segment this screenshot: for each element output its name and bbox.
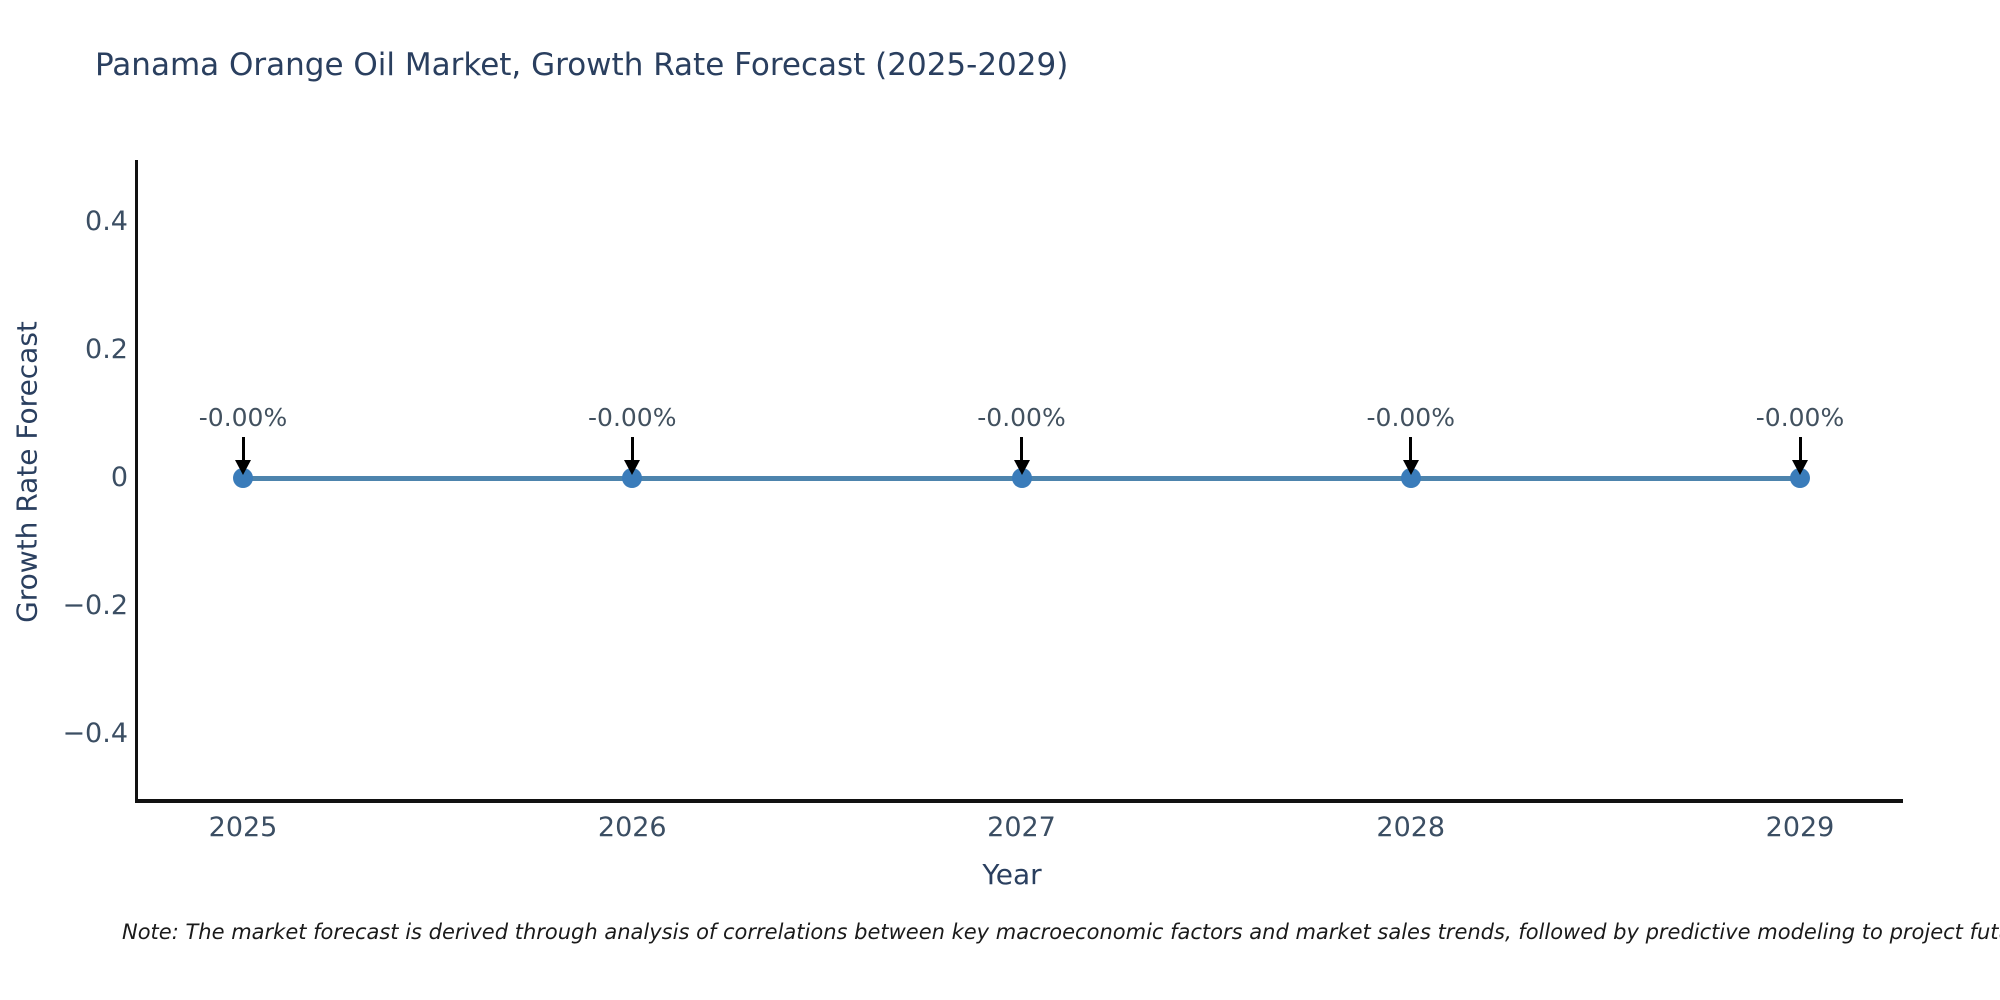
x-axis-line xyxy=(135,799,1903,803)
data-point-annotation: -0.00% xyxy=(1366,403,1455,432)
data-point-annotation: -0.00% xyxy=(977,403,1066,432)
annotation-arrow-head xyxy=(624,460,641,475)
x-tick-label: 2027 xyxy=(987,812,1056,843)
annotation-arrow-stem xyxy=(630,437,634,460)
annotation-arrow-head xyxy=(1402,460,1419,475)
data-point-annotation: -0.00% xyxy=(588,403,677,432)
y-tick-label: −0.4 xyxy=(62,718,128,749)
data-point-annotation: -0.00% xyxy=(198,403,288,432)
y-tick-label: 0.2 xyxy=(85,334,128,365)
y-tick-label: −0.2 xyxy=(62,590,128,621)
annotation-arrow-stem xyxy=(1798,437,1802,460)
annotation-arrow-stem xyxy=(1409,437,1413,460)
annotation-arrow-head xyxy=(1792,460,1808,475)
y-tick-label: 0 xyxy=(110,462,128,493)
annotation-arrow-head xyxy=(1013,460,1030,475)
x-tick-label: 2028 xyxy=(1376,812,1446,843)
x-tick-label: 2025 xyxy=(208,812,278,843)
x-tick-label: 2029 xyxy=(1765,812,1835,843)
data-point-annotation: -0.00% xyxy=(1755,403,1845,432)
x-tick-label: 2026 xyxy=(597,812,667,843)
y-tick-label: 0.4 xyxy=(85,206,128,237)
annotation-arrow-head xyxy=(235,460,251,475)
chart-footnote: Note: The market forecast is derived thr… xyxy=(122,920,2000,944)
annotation-arrow-stem xyxy=(1020,437,1023,460)
annotation-arrow-stem xyxy=(241,437,245,460)
chart-title: Panama Orange Oil Market, Growth Rate Fo… xyxy=(95,47,1069,83)
y-axis-line xyxy=(135,160,138,803)
x-axis-label: Year xyxy=(982,858,1042,891)
